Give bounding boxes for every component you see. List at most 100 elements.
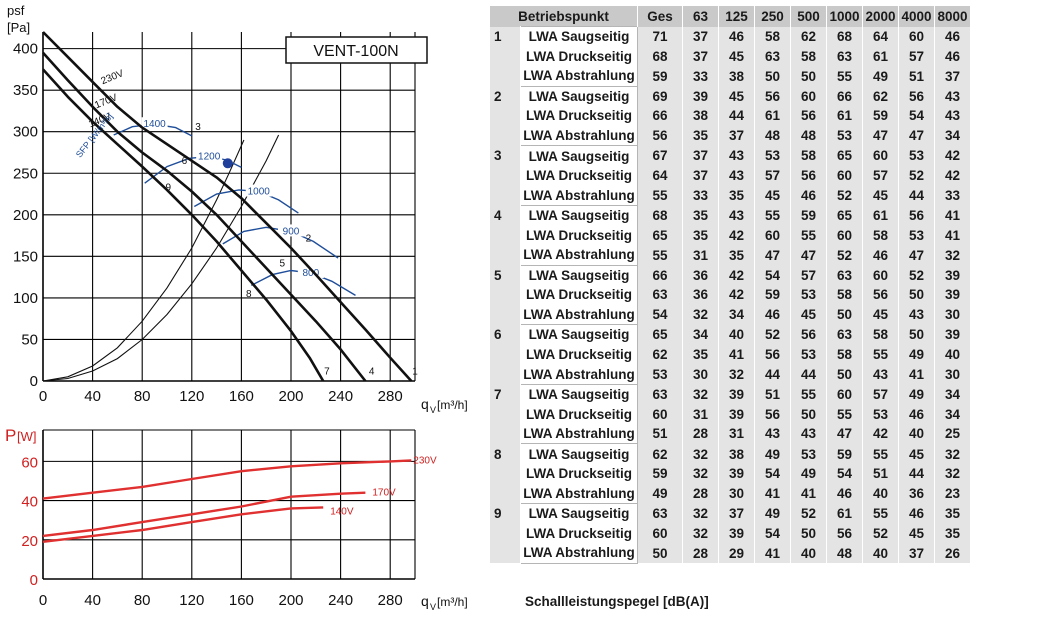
table-cell: 49	[754, 503, 791, 524]
chart-title: VENT-100N	[313, 43, 398, 60]
table-cell: 37	[718, 125, 755, 146]
table-cell: 62	[637, 443, 683, 465]
table-cell: 29	[718, 543, 755, 564]
table-cell: 30	[934, 304, 971, 325]
operating-point-number	[490, 285, 521, 305]
table-cell: 28	[682, 423, 719, 444]
table-row: LWA Abstrahlung 54 32 34 46 45 50 45 43 30	[490, 304, 971, 326]
operating-point-number	[490, 364, 521, 385]
table-row: 8 LWA Saugseitig 62 32 38 49 53 59 55 45 32	[490, 443, 971, 465]
pressure-x-tick-label: 80	[134, 388, 151, 405]
table-cell: 57	[862, 165, 899, 186]
row-label: LWA Abstrahlung	[520, 364, 638, 385]
sfp-curves: 1400 1200 1000 900 800	[113, 117, 356, 297]
row-label: LWA Abstrahlung	[520, 543, 638, 564]
power-x-axis-label: q V [m³/h]	[421, 593, 468, 612]
table-cell: 56	[637, 125, 683, 146]
pressure-x-tick-label: 280	[378, 388, 403, 405]
table-cell: 45	[718, 46, 755, 67]
power-x-tick-labels: 0 40 80 120 160 200 240 280	[39, 592, 403, 609]
sfp-curve-label-bg	[278, 224, 304, 237]
table-cell: 46	[898, 503, 935, 524]
table-cell: 64	[637, 165, 683, 186]
table-cell: 68	[637, 46, 683, 67]
table-cell: 23	[934, 483, 971, 504]
table-cell: 47	[862, 125, 899, 146]
table-cell: 43	[718, 205, 755, 226]
table-cell: 49	[862, 66, 899, 87]
table-cell: 56	[898, 205, 935, 226]
table-cell: 57	[862, 384, 899, 405]
pressure-grid	[42, 32, 416, 382]
power-x-axis-label-unit: [m³/h]	[437, 595, 468, 609]
table-cell: 66	[826, 86, 863, 107]
table-cell: 53	[826, 125, 863, 146]
table-cell: 30	[718, 483, 755, 504]
column-header-band: 4000	[898, 6, 935, 27]
pressure-y-tick-label: 350	[13, 82, 38, 99]
operating-point-number	[490, 404, 521, 424]
table-cell: 46	[826, 483, 863, 504]
fan-curve-230v	[42, 31, 413, 382]
table-cell: 41	[754, 543, 791, 564]
table-cell: 30	[682, 364, 719, 385]
table-cell: 65	[637, 324, 683, 345]
table-cell: 60	[637, 523, 683, 544]
table-cell: 71	[637, 26, 683, 47]
table-cell: 53	[862, 404, 899, 424]
power-curves	[42, 459, 412, 543]
power-x-tick-label: 240	[328, 592, 353, 609]
sfp-curve-label: 1000	[248, 187, 271, 198]
column-header-band: 250	[754, 6, 791, 27]
sound-power-table: Betriebspunkt Ges 63 125 250 500 1000 2000 4000…	[490, 6, 971, 564]
power-x-tick-label: 0	[39, 592, 47, 609]
table-cell: 47	[790, 245, 827, 266]
table-cell: 59	[637, 66, 683, 87]
table-cell: 55	[862, 344, 899, 365]
table-cell: 37	[682, 46, 719, 67]
table-cell: 56	[790, 165, 827, 186]
pressure-y-tick-label: 150	[13, 248, 38, 265]
table-cell: 45	[862, 185, 899, 206]
table-cell: 40	[790, 543, 827, 564]
table-cell: 50	[898, 324, 935, 345]
table-cell: 58	[826, 285, 863, 305]
table-cell: 49	[898, 384, 935, 405]
table-cell: 42	[718, 225, 755, 246]
operating-point-label: 2	[306, 233, 312, 244]
power-x-axis-label-q: q	[421, 593, 429, 609]
table-cell: 51	[898, 66, 935, 87]
table-row: LWA Druckseitig 60 32 39 54 50 56 52 45 35	[490, 523, 971, 544]
table-cell: 43	[718, 165, 755, 186]
operating-point-number: 6	[490, 324, 521, 345]
table-cell: 52	[754, 324, 791, 345]
table-cell: 60	[790, 86, 827, 107]
table-cell: 54	[898, 106, 935, 126]
operating-point-labels: 1 2 3 4 5 6 7 8 9	[165, 122, 418, 377]
table-cell: 67	[637, 145, 683, 166]
table-cell: 63	[754, 46, 791, 67]
table-cell: 32	[682, 443, 719, 465]
row-label: LWA Abstrahlung	[520, 304, 638, 326]
table-cell: 63	[637, 384, 683, 405]
table-cell: 34	[934, 384, 971, 405]
table-cell: 54	[754, 523, 791, 544]
power-x-tick-label: 280	[378, 592, 403, 609]
pressure-y-tick-label: 50	[21, 331, 38, 348]
table-cell: 55	[754, 205, 791, 226]
operating-point-label: 5	[280, 258, 286, 269]
table-cell: 50	[898, 285, 935, 305]
table-cell: 28	[682, 483, 719, 504]
pressure-y-tick-label: 100	[13, 290, 38, 307]
table-cell: 58	[862, 225, 899, 246]
pressure-y-tick-labels: 0 50 100 150 200 250 300 350 400	[13, 41, 38, 390]
table-cell: 63	[637, 285, 683, 305]
power-x-tick-label: 160	[229, 592, 254, 609]
row-label: LWA Abstrahlung	[520, 483, 638, 505]
row-label: LWA Druckseitig	[520, 165, 638, 186]
column-header-band: Ges	[637, 6, 683, 27]
row-label: LWA Abstrahlung	[520, 423, 638, 445]
table-cell: 43	[754, 423, 791, 444]
pressure-x-tick-label: 160	[229, 388, 254, 405]
table-cell: 56	[754, 86, 791, 107]
